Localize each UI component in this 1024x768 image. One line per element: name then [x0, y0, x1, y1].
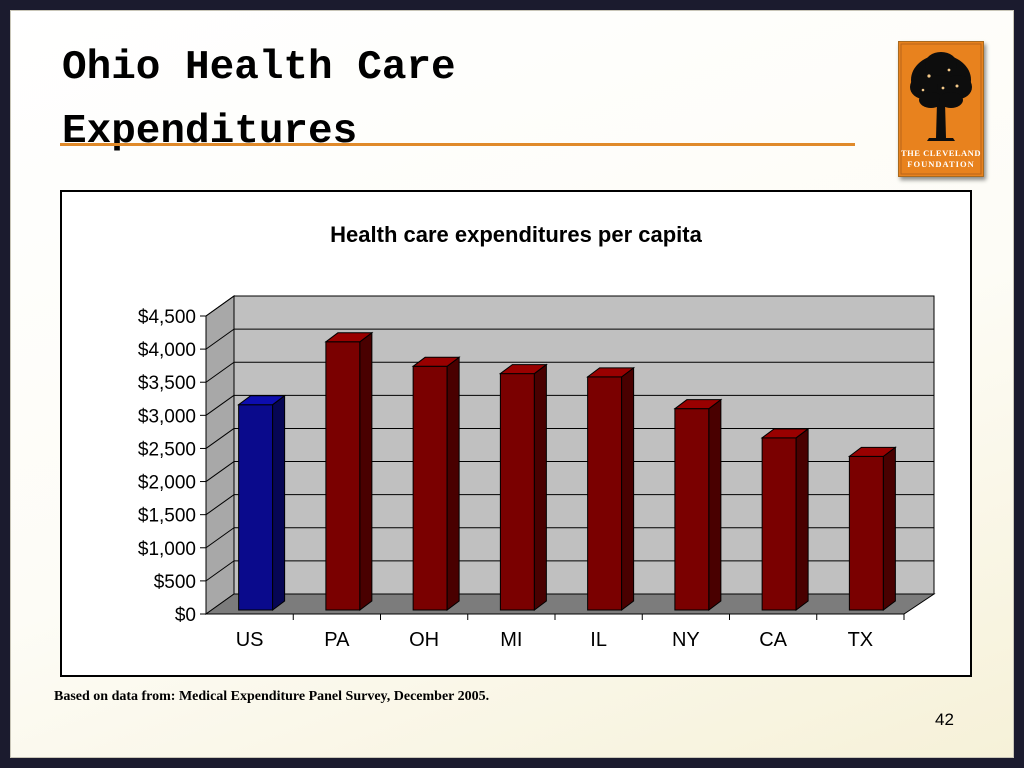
bar-side-tx: [882, 446, 896, 611]
chart-floor: [204, 593, 936, 615]
bar-top-oh: [411, 356, 461, 367]
y-tick-label: $0: [175, 605, 196, 626]
bar-side-us: [272, 394, 286, 611]
page-number: 42: [935, 710, 954, 729]
bar-side-ny: [708, 398, 722, 611]
bar-mi: [499, 373, 535, 611]
gridline-side: [205, 494, 235, 516]
x-tick-label: IL: [590, 629, 607, 651]
gridline-side: [205, 461, 235, 482]
gridline-side: [205, 394, 235, 416]
gridline-side: [205, 527, 235, 549]
x-tick-label: MI: [500, 629, 522, 651]
x-tick-label: US: [236, 629, 264, 651]
tree-icon: THE CLEVELAND FOUNDATION: [899, 42, 983, 176]
bar-pa: [325, 341, 361, 611]
bar-side-mi: [533, 363, 547, 611]
bar-top-pa: [324, 332, 374, 343]
bar-side-oh: [446, 356, 460, 611]
chart-side-wall: [205, 295, 235, 615]
bar-top-mi: [498, 364, 548, 375]
y-tick-label: $2,000: [138, 473, 196, 494]
bar-us: [238, 404, 274, 611]
title-underline: [60, 143, 855, 146]
bar-top-ca: [760, 428, 810, 439]
x-tick-label: OH: [409, 629, 439, 651]
bar-side-ca: [795, 427, 809, 611]
bar-top-il: [586, 367, 636, 378]
slide: Ohio Health Care Expenditures: [10, 10, 1014, 758]
gridline-side: [205, 328, 235, 350]
bar-ca: [761, 437, 797, 611]
gridline-side: [205, 361, 235, 383]
y-tick-label: $4,500: [138, 307, 196, 328]
bar-tx: [848, 455, 884, 611]
slide-title: Ohio Health Care Expenditures: [62, 36, 622, 164]
gridline-side: [205, 428, 235, 449]
bar-side-il: [621, 366, 635, 611]
bar-oh: [412, 365, 448, 611]
x-tick-label: PA: [324, 629, 350, 651]
y-tick-label: $3,000: [138, 406, 196, 427]
y-tick-label: $4,000: [138, 340, 196, 361]
gridline-side: [205, 560, 235, 582]
y-tick-label: $1,000: [138, 539, 196, 560]
title-line-2: Expenditures: [62, 109, 358, 155]
bar-chart: $0 $500 $1,000 $1,500 $2,000 $2,500 $3,000 $3,5…: [138, 295, 936, 651]
chart-container: Health care expenditures per capita $0 $5…: [60, 190, 972, 677]
y-tick-label: $2,500: [138, 439, 196, 460]
y-tick-label: $1,500: [138, 506, 196, 527]
bar-top-tx: [847, 446, 897, 457]
y-tick-label: $500: [154, 572, 196, 593]
cleveland-foundation-logo: THE CLEVELAND FOUNDATION: [898, 41, 984, 177]
logo-text-line-1: THE CLEVELAND: [901, 148, 981, 158]
source-note: Based on data from: Medical Expenditure …: [54, 689, 490, 704]
title-line-1: Ohio Health Care: [62, 45, 456, 91]
y-tick-label: $3,500: [138, 373, 196, 394]
gridline-side: [205, 295, 235, 317]
x-tick-label: CA: [759, 629, 787, 651]
bar-il: [587, 376, 623, 611]
bar-top-us: [237, 395, 287, 406]
logo-text-line-2: FOUNDATION: [907, 159, 974, 169]
bar-ny: [674, 408, 710, 611]
chart-title: Health care expenditures per capita: [330, 222, 702, 247]
bar-side-pa: [359, 331, 373, 611]
x-tick-label: TX: [848, 629, 874, 651]
x-tick-label: NY: [672, 629, 700, 651]
bar-top-ny: [673, 399, 723, 410]
